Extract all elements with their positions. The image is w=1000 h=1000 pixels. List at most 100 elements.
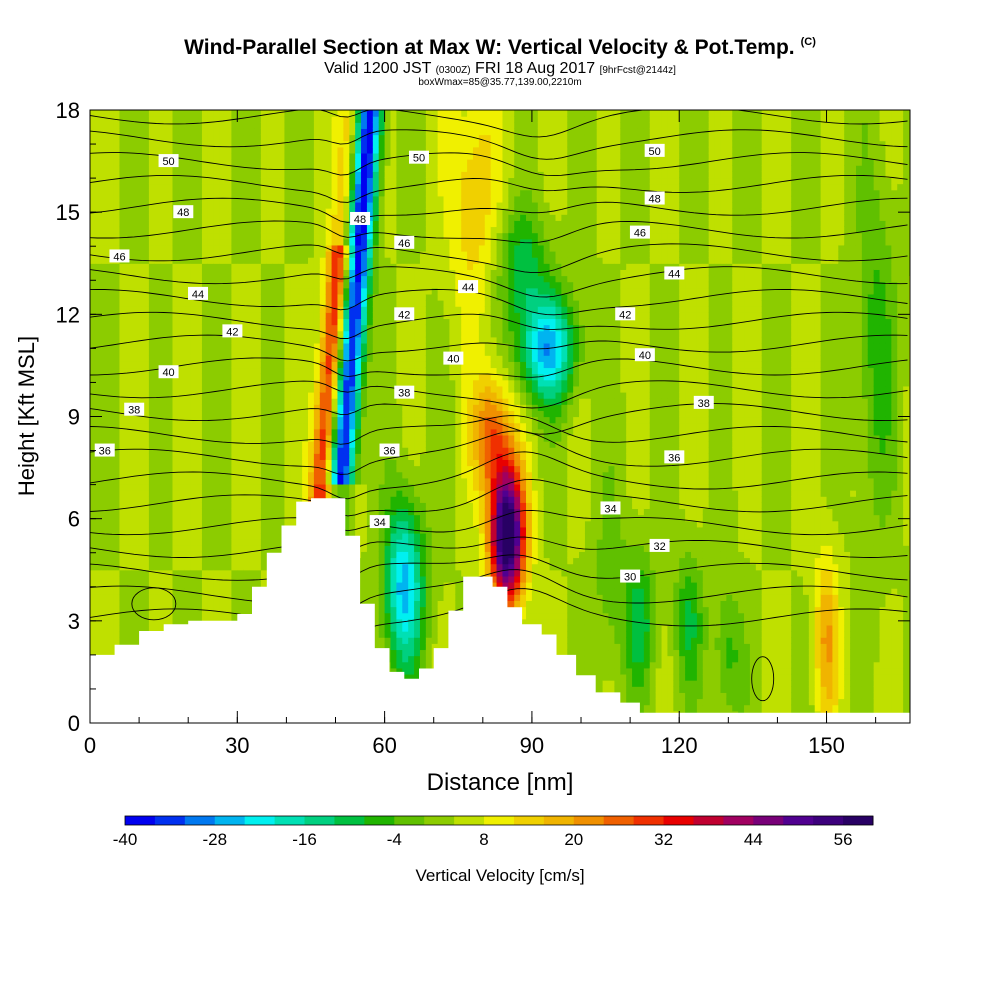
velocity-cell <box>349 226 356 234</box>
velocity-cell <box>107 459 115 467</box>
velocity-cell <box>207 134 215 142</box>
velocity-cell <box>113 428 121 436</box>
velocity-cell <box>225 600 233 608</box>
velocity-cell <box>184 330 191 338</box>
velocity-cell <box>302 428 309 436</box>
velocity-cell <box>213 385 221 393</box>
velocity-cell <box>296 355 303 362</box>
velocity-cell <box>343 189 350 197</box>
velocity-cell <box>219 428 227 436</box>
velocity-cell <box>302 134 309 142</box>
velocity-cell <box>184 539 191 546</box>
velocity-cell <box>243 306 250 313</box>
velocity-cell <box>361 398 368 405</box>
velocity-cell <box>196 373 203 381</box>
velocity-cell <box>137 545 144 552</box>
velocity-cell <box>366 582 374 589</box>
velocity-cell <box>95 110 103 117</box>
velocity-cell <box>361 471 368 479</box>
velocity-cell <box>296 496 303 503</box>
velocity-cell <box>325 275 333 283</box>
velocity-cell <box>278 483 286 491</box>
velocity-cell <box>372 275 380 283</box>
velocity-cell <box>225 496 233 503</box>
velocity-cell <box>90 226 97 234</box>
velocity-cell <box>113 398 121 405</box>
velocity-cell <box>190 146 197 154</box>
velocity-cell <box>278 214 286 221</box>
velocity-cell <box>119 600 126 608</box>
velocity-cell <box>249 110 256 117</box>
velocity-cell <box>272 496 280 503</box>
velocity-cell <box>154 361 162 369</box>
velocity-cell <box>207 569 215 577</box>
velocity-cell <box>272 514 280 522</box>
velocity-cell <box>113 588 121 595</box>
velocity-cell <box>213 539 221 546</box>
velocity-cell <box>184 128 191 136</box>
velocity-cell <box>302 244 309 252</box>
velocity-cell <box>90 367 97 375</box>
velocity-cell <box>101 606 109 614</box>
velocity-cell <box>107 208 115 215</box>
velocity-cell <box>319 324 327 332</box>
velocity-cell <box>113 453 121 461</box>
velocity-cell <box>260 508 268 516</box>
velocity-cell <box>366 122 374 129</box>
subtitle-date: FRI 18 Aug 2017 <box>475 60 596 77</box>
velocity-cell <box>260 477 268 485</box>
velocity-cell <box>331 373 339 381</box>
velocity-cell <box>337 287 344 295</box>
velocity-cell <box>237 502 244 510</box>
velocity-cell <box>296 422 303 430</box>
velocity-cell <box>254 110 262 117</box>
velocity-cell <box>172 281 179 289</box>
velocity-cell <box>249 134 256 142</box>
velocity-cell <box>378 606 386 614</box>
velocity-cell <box>243 496 250 503</box>
velocity-cell <box>319 281 327 289</box>
velocity-cell <box>225 201 233 209</box>
velocity-cell <box>319 379 327 387</box>
velocity-cell <box>337 434 344 442</box>
velocity-cell <box>254 514 262 522</box>
velocity-cell <box>196 471 203 479</box>
velocity-cell <box>266 214 274 221</box>
velocity-cell <box>213 287 221 295</box>
velocity-cell <box>201 183 209 191</box>
velocity-cell <box>166 508 174 516</box>
velocity-cell <box>260 361 268 369</box>
velocity-cell <box>101 643 109 651</box>
velocity-cell <box>184 306 191 313</box>
velocity-cell <box>254 195 262 203</box>
velocity-cell <box>237 379 244 387</box>
velocity-cell <box>219 318 227 326</box>
velocity-cell <box>355 281 362 289</box>
velocity-cell <box>290 367 297 375</box>
velocity-cell <box>190 391 197 399</box>
velocity-cell <box>213 612 221 620</box>
velocity-cell <box>337 355 344 362</box>
velocity-cell <box>313 441 321 448</box>
velocity-cell <box>308 483 315 491</box>
velocity-cell <box>260 557 268 565</box>
velocity-cell <box>243 588 250 595</box>
velocity-cell <box>125 134 132 142</box>
velocity-cell <box>254 287 262 295</box>
velocity-cell <box>349 410 356 418</box>
velocity-cell <box>90 557 97 565</box>
velocity-cell <box>131 152 138 160</box>
velocity-cell <box>90 422 97 430</box>
velocity-cell <box>319 152 327 160</box>
velocity-cell <box>119 177 126 185</box>
velocity-cell <box>219 152 227 160</box>
velocity-cell <box>154 532 162 540</box>
velocity-cell <box>137 373 144 381</box>
velocity-cell <box>207 594 215 601</box>
velocity-cell <box>331 201 339 209</box>
velocity-cell <box>372 496 380 503</box>
velocity-cell <box>302 165 309 172</box>
velocity-cell <box>219 514 227 522</box>
velocity-cell <box>278 244 286 252</box>
velocity-cell <box>372 545 380 552</box>
